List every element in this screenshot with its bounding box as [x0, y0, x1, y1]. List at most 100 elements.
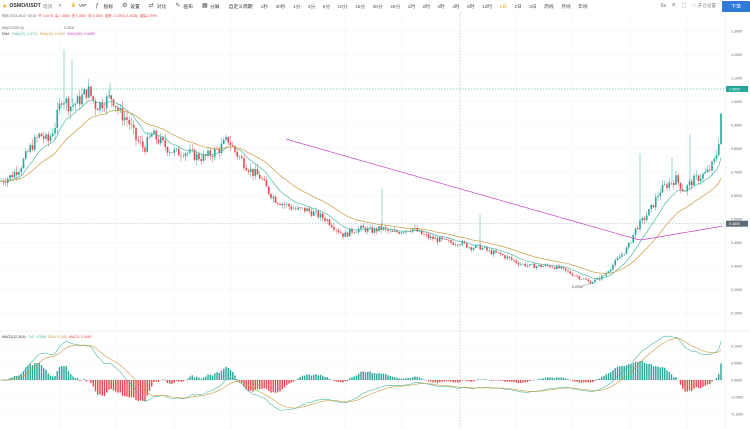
candle-body [324, 218, 326, 221]
macd-hist-bar [416, 377, 418, 380]
macd-hist-bar [292, 380, 295, 382]
candle-body [587, 279, 590, 281]
candle-body [373, 228, 376, 233]
interval-option[interactable]: 3日 [529, 4, 537, 10]
macd-hist-bar [85, 380, 88, 382]
candle-body [474, 245, 477, 248]
fullscreen-icon[interactable]: ⛶ [682, 3, 686, 9]
candle-body [384, 227, 387, 229]
macd-legend[interactable]: MACD(12,26,9) DIF: 0.0256 DEA: 0.0151 MA… [2, 335, 91, 339]
candle-body [218, 149, 221, 153]
candle-body [463, 241, 466, 244]
macd-hist-bar [504, 380, 506, 382]
candle-body [537, 264, 540, 267]
candle-body [398, 232, 401, 234]
macd-hist-bar [643, 362, 646, 380]
macd-hist-bar [637, 362, 639, 380]
favorite-star-icon[interactable]: ★ [2, 3, 8, 10]
candle-body [375, 228, 378, 232]
interval-option[interactable]: 45分 [390, 4, 401, 10]
macd-hist-bar [180, 380, 182, 382]
ema-label: EMA [2, 32, 10, 36]
macd-hist-bar [684, 380, 686, 392]
trade-button[interactable]: 下单 [722, 0, 750, 12]
macd-hist-bar [101, 380, 103, 396]
macd-hist-bar [405, 378, 407, 380]
interval-option[interactable]: 12时 [481, 4, 493, 10]
interval-option[interactable]: 1日 [499, 4, 507, 10]
macd-hist-bar [544, 377, 547, 380]
interval-option[interactable]: 30分 [372, 4, 383, 10]
interval-option[interactable]: 1分 [292, 4, 301, 10]
macd-hist-bar [259, 380, 261, 390]
candle-body [200, 159, 203, 161]
split-button[interactable]: ▦ 分屏 [202, 3, 220, 10]
candle-body [488, 250, 491, 251]
macd-hist-bar [112, 380, 115, 391]
macd-hist-bar [205, 376, 207, 380]
macd-hist-bar [187, 378, 189, 380]
interval-option[interactable]: 月线 [561, 4, 571, 10]
settings-button[interactable]: ⚙ 设置 [122, 3, 140, 10]
search-icon[interactable]: ⌕ [58, 2, 62, 9]
price-axis-label: 1.2000 [731, 53, 742, 57]
custom-period-button[interactable]: 自定义周期 [228, 4, 253, 10]
candle-body [308, 208, 311, 212]
popout-icon[interactable]: ⇱ [672, 3, 677, 9]
interval-option[interactable]: 2日 [514, 4, 522, 10]
interval-option[interactable]: 2时 [422, 4, 430, 10]
interval-option[interactable]: 1时 [407, 4, 416, 10]
candle-body [0, 181, 2, 182]
interval-selector: 1秒 30秒 1分 3分 5分 10分 15分 30分 45分 1时 2时 3时 4时 8时 12时 1日 2日… [261, 3, 596, 10]
macd-hist-bar [247, 380, 250, 392]
candle-body [414, 227, 416, 229]
drawing-button[interactable]: ✎ 画布 [175, 3, 193, 10]
indicator-button[interactable]: ƒ 指标 [96, 3, 114, 10]
interval-option[interactable]: 1秒 [260, 4, 269, 10]
candle-body [492, 250, 495, 255]
macd-hist-bar [553, 378, 556, 380]
compare-button[interactable]: ⇄ 对比 [149, 3, 167, 10]
candle-body [362, 225, 365, 228]
candle-body [27, 151, 29, 152]
candle-body [83, 89, 86, 95]
macd-hist-bar [385, 374, 387, 380]
interval-option[interactable]: 3分 [307, 4, 316, 10]
macd-hist-bar [603, 375, 605, 380]
macd-hist-bar [274, 380, 277, 393]
interval-option[interactable]: 3时 [437, 4, 445, 10]
interval-option[interactable]: 年线 [578, 4, 588, 10]
macd-hist-bar [558, 377, 560, 380]
macd-hist-bar [124, 380, 126, 397]
vip-button[interactable]: ♛ VIP [71, 3, 87, 9]
macd-hist-bar [610, 372, 612, 380]
order-settings-link[interactable]: ☁ 开仓设置 [692, 3, 716, 9]
settings-label: 设置 [130, 4, 140, 10]
candle-body [553, 267, 556, 270]
interval-option[interactable]: 4时 [452, 4, 460, 10]
macd-hist-bar [119, 380, 121, 393]
macd-hist-bar [322, 375, 324, 380]
interval-option[interactable]: 8时 [467, 4, 475, 10]
macd-axis-label: 0.0000 [731, 378, 742, 382]
macd-hist-bar [641, 360, 643, 380]
candle-body [479, 244, 482, 250]
candle-body [461, 241, 464, 245]
symbol-selector[interactable]: ★ OSMO/USDT 现货 [2, 3, 52, 10]
candle-body [607, 271, 610, 274]
interval-option[interactable]: 5分 [322, 4, 331, 10]
macd-hist-bar [283, 380, 286, 388]
interval-option[interactable]: 30秒 [275, 4, 286, 10]
candle-body [380, 226, 383, 230]
candle-body [567, 270, 569, 272]
interval-option[interactable]: 15分 [355, 4, 366, 10]
interval-option[interactable]: 周线 [544, 4, 554, 10]
refresh-interval[interactable]: 6s [660, 3, 666, 9]
candle-body [123, 117, 126, 121]
interval-option[interactable]: 10分 [337, 4, 348, 10]
ema-info-line[interactable]: EMA EMA(12): 0.4721 EMA(30): 0.5057 EMA(… [2, 32, 95, 36]
macd-hist-bar [508, 380, 511, 382]
macd-hist-bar [83, 379, 85, 380]
candle-body [283, 203, 286, 205]
